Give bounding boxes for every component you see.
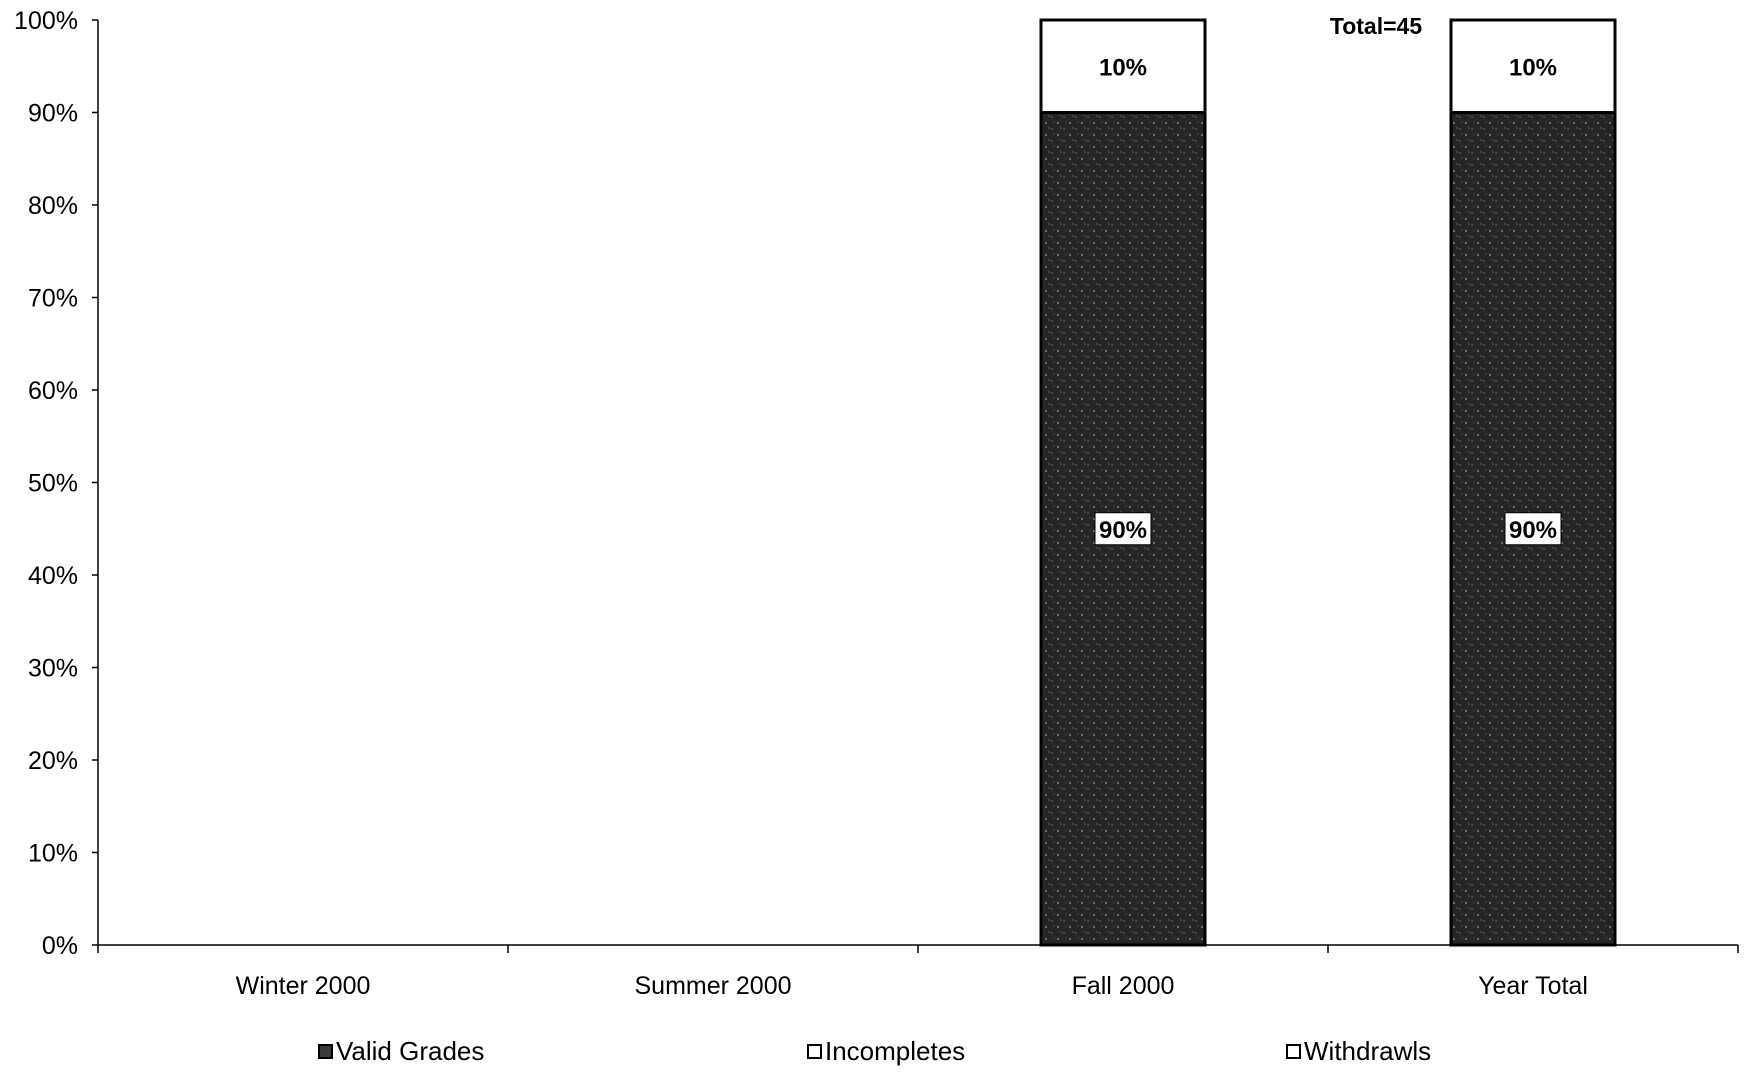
x-tick-label: Year Total xyxy=(1478,972,1588,1000)
legend-label-withdrawls: Withdrawls xyxy=(1304,1036,1432,1066)
data-label-box xyxy=(1094,512,1152,546)
legend-item-withdrawls: Withdrawls xyxy=(1286,1036,1431,1067)
data-label: 90% xyxy=(1509,517,1557,544)
x-tick-label: Summer 2000 xyxy=(634,972,791,1000)
incompletes-swatch xyxy=(807,1044,822,1059)
legend-label-incompletes: Incompletes xyxy=(825,1036,966,1066)
bar-segment xyxy=(1449,18,1617,114)
data-label: 10% xyxy=(1099,54,1147,81)
legend-label-valid-grades: Valid Grades xyxy=(336,1036,485,1066)
y-tick-label: 40% xyxy=(28,562,78,590)
legend: Valid Grades Incompletes Withdrawls xyxy=(0,1036,1744,1072)
legend-item-incompletes: Incompletes xyxy=(807,1036,965,1067)
y-tick-label: 80% xyxy=(28,192,78,220)
y-tick-label: 50% xyxy=(28,470,78,498)
bars: 90% 10% 90% 10% xyxy=(1039,18,1617,947)
y-tick-label: 100% xyxy=(14,7,78,35)
data-label-box xyxy=(1504,512,1562,546)
data-label: 10% xyxy=(1509,54,1557,81)
legend-item-valid-grades: Valid Grades xyxy=(318,1036,484,1067)
withdrawls-swatch xyxy=(1286,1044,1301,1059)
bar-segment xyxy=(1039,18,1207,114)
y-tick-label: 0% xyxy=(42,932,78,960)
x-tick-label: Fall 2000 xyxy=(1072,972,1175,1000)
y-tick-label: 20% xyxy=(28,747,78,775)
y-tick-label: 70% xyxy=(28,285,78,313)
valid-grades-swatch xyxy=(318,1044,333,1059)
y-tick-label: 30% xyxy=(28,655,78,683)
y-tick-label: 60% xyxy=(28,377,78,405)
total-annotation: Total=45 xyxy=(1330,13,1422,39)
data-label: 90% xyxy=(1099,517,1147,544)
y-tick-label: 10% xyxy=(28,840,78,868)
y-axis: 0% 10% 20% 30% 40% 50% 60% 70% 80% 90% 100% xyxy=(14,7,99,960)
y-tick-label: 90% xyxy=(28,100,78,128)
x-axis: Winter 2000 Summer 2000 Fall 2000 Year Tota… xyxy=(97,944,1739,1000)
x-tick-label: Winter 2000 xyxy=(236,972,371,1000)
